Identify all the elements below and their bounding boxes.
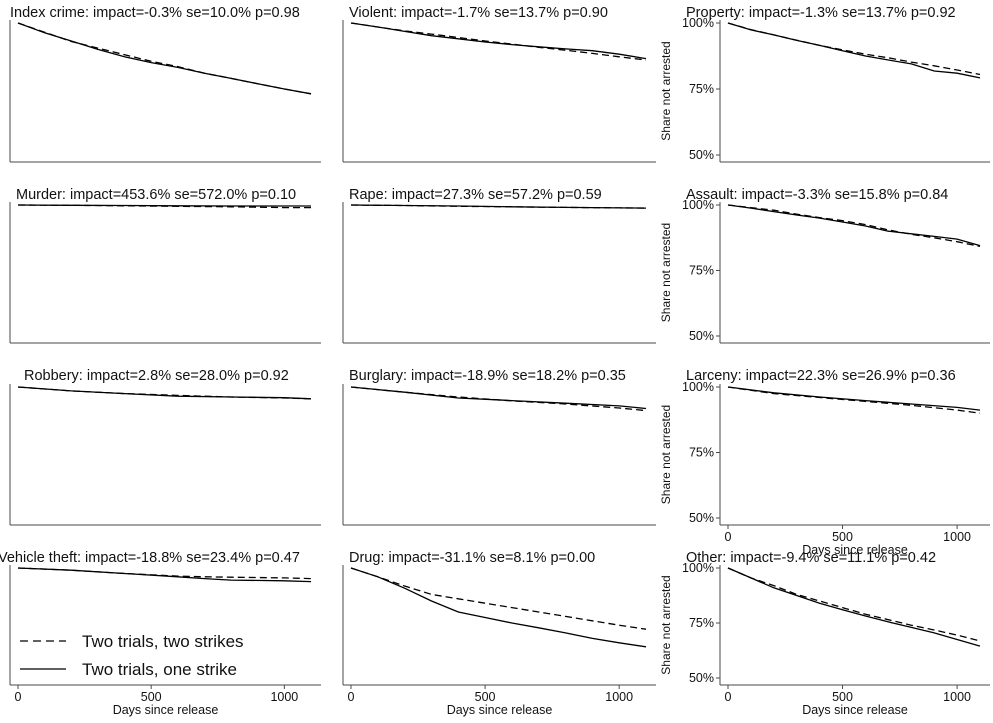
x-tick-label: 1000 (943, 530, 971, 544)
series-line-dashed (17, 567, 312, 580)
y-axis-label: Share not arrested (659, 223, 673, 322)
y-tick-label: 50% (689, 511, 714, 525)
series-line-solid (727, 22, 981, 79)
y-tick-label: 100% (682, 16, 714, 30)
panel-title: Assault: impact=-3.3% se=15.8% p=0.84 (686, 187, 948, 203)
x-tick-label: 0 (348, 690, 355, 704)
panel-4: Rape: impact=27.3% se=57.2% p=0.59 (342, 187, 656, 344)
y-tick-label: 75% (689, 616, 714, 630)
series-line-dashed (17, 22, 312, 95)
series-line-dashed (727, 567, 981, 642)
panel-5: Assault: impact=-3.3% se=15.8% p=0.84100… (659, 187, 990, 344)
x-tick-label: 1000 (943, 690, 971, 704)
y-tick-label: 50% (689, 329, 714, 343)
series-line-dashed (727, 204, 981, 248)
series-line-solid (727, 386, 981, 411)
x-tick-label: 500 (832, 530, 853, 544)
panel-0: Index crime: impact=-0.3% se=10.0% p=0.9… (9, 5, 321, 163)
series-line-dashed (727, 22, 981, 76)
series-line-solid (350, 567, 647, 648)
series-line-solid (350, 204, 647, 209)
series-line-solid (17, 567, 312, 583)
y-tick-label: 75% (689, 82, 714, 96)
y-tick-label: 75% (689, 264, 714, 278)
legend: Two trials, two strikes Two trials, one s… (20, 632, 244, 679)
panel-title: Burglary: impact=-18.9% se=18.2% p=0.35 (349, 368, 626, 384)
y-tick-label: 100% (682, 198, 714, 212)
panel-title: Index crime: impact=-0.3% se=10.0% p=0.9… (10, 5, 300, 21)
panel-title: Violent: impact=-1.7% se=13.7% p=0.90 (349, 5, 608, 21)
x-axis-label: Days since release (802, 543, 908, 557)
panel-10: Drug: impact=-31.1% se=8.1% p=0.00 0 500 10… (342, 550, 656, 717)
y-tick-label: 50% (689, 148, 714, 162)
panel-8: Larceny: impact=22.3% se=26.9% p=0.36100… (659, 368, 990, 557)
panel-6: Robbery: impact=2.8% se=28.0% p=0.92 (9, 368, 321, 526)
panel-title: Rape: impact=27.3% se=57.2% p=0.59 (349, 187, 602, 203)
y-axis-label: Share not arrested (659, 41, 673, 140)
series-line-solid (17, 22, 312, 95)
series-line-dashed (350, 386, 647, 412)
x-tick-label: 0 (15, 690, 22, 704)
series-line-solid (350, 22, 647, 60)
series-line-dashed (350, 22, 647, 61)
legend-label: Two trials, two strikes (82, 632, 244, 651)
y-axis-label: Share not arrested (659, 405, 673, 504)
x-tick-label: 1000 (270, 690, 298, 704)
panel-2: Property: impact=-1.3% se=13.7% p=0.9210… (659, 5, 990, 163)
panel-7: Burglary: impact=-18.9% se=18.2% p=0.35 (342, 368, 656, 526)
panel-title: Other: impact=-9.4% se=11.1% p=0.42 (686, 550, 936, 566)
x-tick-label: 0 (725, 690, 732, 704)
y-tick-label: 100% (682, 561, 714, 575)
series-line-solid (17, 204, 311, 207)
panel-title: Drug: impact=-31.1% se=8.1% p=0.00 (349, 550, 595, 566)
panel-title: Robbery: impact=2.8% se=28.0% p=0.92 (24, 368, 289, 384)
series-line-solid (350, 386, 647, 410)
panel-9: Vehicle theft: impact=-18.8% se=23.4% p=… (0, 550, 321, 717)
series-line-solid (727, 204, 981, 247)
y-axis-label: Share not arrested (659, 575, 673, 674)
panel-title: Vehicle theft: impact=-18.8% se=23.4% p=… (0, 550, 300, 566)
x-tick-label: 500 (475, 690, 496, 704)
y-tick-label: 50% (689, 671, 714, 685)
panel-title: Larceny: impact=22.3% se=26.9% p=0.36 (686, 368, 956, 384)
x-tick-label: 500 (832, 690, 853, 704)
x-tick-label: 1000 (605, 690, 633, 704)
panel-3: Murder: impact=453.6% se=572.0% p=0.10 (9, 187, 321, 344)
y-tick-label: 75% (689, 446, 714, 460)
x-axis-label: Days since release (802, 703, 908, 717)
x-tick-label: 500 (141, 690, 162, 704)
y-tick-label: 100% (682, 380, 714, 394)
series-line-solid (727, 567, 981, 647)
x-tick-label: 0 (725, 530, 732, 544)
legend-label: Two trials, one strike (82, 660, 237, 679)
panel-title: Murder: impact=453.6% se=572.0% p=0.10 (16, 187, 296, 203)
panel-1: Violent: impact=-1.7% se=13.7% p=0.90 (342, 5, 656, 163)
panel-title: Property: impact=-1.3% se=13.7% p=0.92 (686, 5, 956, 21)
x-axis-label: Days since release (447, 703, 553, 717)
series-line-dashed (727, 386, 981, 414)
series-line-solid (17, 386, 312, 400)
x-axis-label: Days since release (113, 703, 219, 717)
